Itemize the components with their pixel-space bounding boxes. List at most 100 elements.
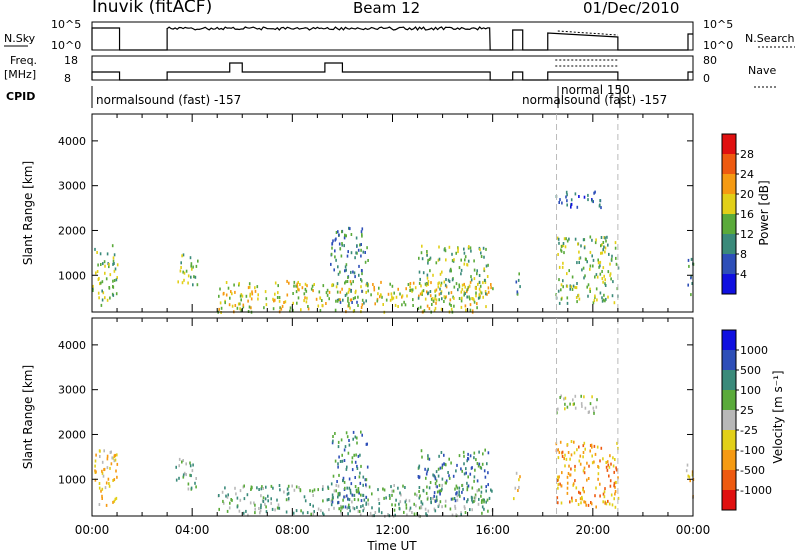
velocity-cell [391,489,393,493]
velocity-cell [582,451,585,454]
power-cell [367,284,369,288]
power-cell [457,288,459,292]
velocity-cell [558,450,561,454]
velocity-cell [613,470,615,474]
velocity-cell [613,484,615,488]
power-cell [312,289,314,293]
velocity-cell [113,478,116,482]
velocity-cell [100,489,102,493]
velocity-cell [303,495,306,499]
power-cell [403,300,405,304]
velocity-cell [337,495,339,499]
x-tick-label: 00:00 [676,523,711,537]
velocity-cell [427,509,430,513]
power-cell [247,286,250,290]
velocity-cell [330,499,333,503]
velocity-cell [108,482,110,485]
velocity-cell [102,474,105,478]
velocity-cell [561,471,563,475]
velocity-cell [115,469,117,473]
velocity-cell [449,507,452,511]
velocity-cell [238,509,241,513]
power-cell [344,233,346,237]
velocity-cell [593,460,595,464]
power-cell [231,304,234,308]
velocity-cell [371,492,373,496]
velocity-cell [365,483,367,487]
velocity-cell [98,486,101,490]
velocity-cell [351,493,354,497]
velocity-cell [513,497,515,501]
power-cell [349,298,352,302]
velocity-cell [440,451,443,454]
power-cell [364,260,367,264]
velocity-cell [483,500,485,504]
velocity-cell [487,471,489,475]
power-cell [390,292,393,296]
velocity-cell [377,488,379,492]
power-cell [365,283,367,287]
velocity-cell [471,500,474,504]
power-cell [360,306,363,309]
power-cell [560,248,562,252]
velocity-cell [483,507,485,511]
velocity-cell [582,444,585,448]
velocity-cell [451,497,454,501]
velocity-cell [344,445,347,449]
velocity-cell [556,475,559,479]
power-cell [464,258,466,262]
power-cell [606,235,608,239]
power-cell [519,285,521,289]
power-cell [418,270,421,274]
velocity-cell [607,463,610,467]
power-cell [355,236,358,240]
power-cell [427,261,429,265]
velocity-cell [602,492,605,496]
velocity-cell [561,450,564,454]
velocity-cell [359,453,361,457]
velocity-cell [481,499,483,503]
velocity-cell [106,457,109,461]
power-cell [360,230,363,234]
velocity-cell [189,461,191,465]
velocity-cell [434,477,437,481]
velocity-cell [567,472,570,475]
velocity-cell [103,449,105,453]
velocity-cell [478,497,480,501]
power-cell [570,198,573,202]
velocity-cell [332,439,334,443]
power-cell [335,285,338,289]
power-cell [457,247,459,251]
velocity-cell [609,484,612,488]
power-cell [605,239,607,243]
velocity-cell [610,462,612,466]
velocity-cell [259,511,261,515]
power-cell [360,285,362,289]
power-cell [687,283,689,287]
power-cell [395,295,398,299]
power-cell [106,252,109,256]
power-cell [690,276,692,280]
velocity-cell [612,464,615,468]
velocity-cell [340,438,343,442]
power-cell [341,243,343,247]
power-cell [596,298,598,302]
power-cell [304,296,306,300]
velocity-cell [328,498,330,501]
power-cell [473,259,475,263]
velocity-cell [342,476,345,480]
velocity-cell [444,499,447,503]
velocity-cell [518,485,520,489]
velocity-cell [292,511,295,515]
velocity-cell [337,445,340,449]
velocity-cell [399,500,402,504]
power-cell [439,272,442,276]
velocity-cell [366,465,369,469]
velocity-cell [109,466,111,470]
velocity-cell [101,494,103,498]
power-cell [251,292,254,296]
power-cell [571,288,574,291]
velocity-cell [360,430,362,434]
power-cell [292,301,294,305]
velocity-cell [362,493,364,497]
